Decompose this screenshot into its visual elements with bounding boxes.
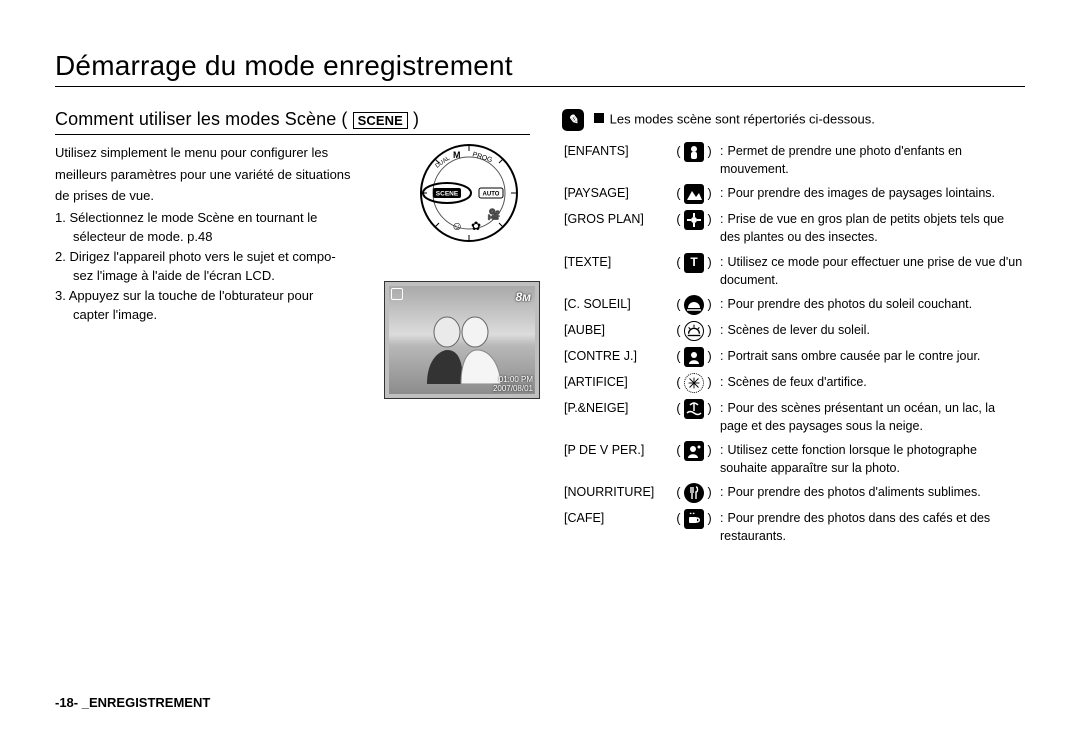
firework-icon	[684, 373, 704, 393]
intro-line-3: de prises de vue.	[55, 186, 355, 206]
scene-mode-label: [TEXTE]	[562, 250, 670, 292]
scene-mode-row: [ARTIFICE] ( ) :Scènes de feux d'artific…	[562, 370, 1025, 396]
scene-mode-description: :Pour prendre des images de paysages loi…	[718, 181, 1025, 207]
scene-mode-label: [PAYSAGE]	[562, 181, 670, 207]
beach-snow-icon	[684, 399, 704, 419]
scene-mode-label: [CONTRE J.]	[562, 344, 670, 370]
scene-mode-description: :Permet de prendre une photo d'enfants e…	[718, 139, 1025, 181]
scene-mode-icon-cell: ( )	[670, 318, 718, 344]
scene-mode-icon-cell: ( T )	[670, 250, 718, 292]
scene-mode-label: [CAFE]	[562, 506, 670, 548]
scene-mode-label: [AUBE]	[562, 318, 670, 344]
lcd-preview-illustration: 8м 01:00 PM 2007/08/01	[384, 281, 540, 399]
subtitle-suffix: )	[408, 109, 419, 129]
scene-mode-icon-cell: ( )	[670, 292, 718, 318]
scene-mode-row: [GROS PLAN] ( ) :Prise de vue en gros pl…	[562, 207, 1025, 249]
document-page: Démarrage du mode enregistrement Comment…	[0, 0, 1080, 746]
landscape-icon	[684, 184, 704, 204]
sunset-icon	[684, 295, 704, 315]
scene-modes-table: [ENFANTS] ( ) :Permet de prendre une pho…	[562, 139, 1025, 549]
scene-mode-row: [PAYSAGE] ( ) :Pour prendre des images d…	[562, 181, 1025, 207]
scene-mode-description: :Scènes de feux d'artifice.	[718, 370, 1025, 396]
content-columns: Comment utiliser les modes Scène ( SCENE…	[55, 109, 1025, 549]
preview-resolution-badge: 8м	[515, 290, 531, 304]
scene-mode-row: [CAFE] ( ) :Pour prendre des photos dans…	[562, 506, 1025, 548]
cafe-icon	[684, 509, 704, 529]
scene-mode-label: [GROS PLAN]	[562, 207, 670, 249]
scene-mode-label: [ARTIFICE]	[562, 370, 670, 396]
intro-line-1: Utilisez simplement le menu pour configu…	[55, 143, 355, 163]
steps-list: 1. Sélectionnez le mode Scène en tournan…	[55, 208, 355, 325]
left-illustrations: M PROG DUAL SCENE AUTO ☺ ✿ 🎥	[404, 135, 534, 250]
scene-mode-description: :Utilisez ce mode pour effectuer une pri…	[718, 250, 1025, 292]
dial-auto-label: AUTO	[483, 191, 500, 197]
scene-mode-label: [NOURRITURE]	[562, 480, 670, 506]
scene-mode-label: [ENFANTS]	[562, 139, 670, 181]
scene-mode-icon-cell: ( )	[670, 480, 718, 506]
step-1: 1. Sélectionnez le mode Scène en tournan…	[55, 208, 355, 247]
subtitle-prefix: Comment utiliser les modes Scène (	[55, 109, 353, 129]
page-title: Démarrage du mode enregistrement	[55, 50, 1025, 87]
step-3: 3. Appuyez sur la touche de l'obturateur…	[55, 286, 355, 325]
macro-icon	[684, 210, 704, 230]
scene-mode-description: :Utilisez cette fonction lorsque le phot…	[718, 438, 1025, 480]
note-icon: ✎	[562, 109, 584, 131]
section-subtitle: Comment utiliser les modes Scène ( SCENE…	[55, 109, 530, 135]
dial-m-label: M	[453, 150, 461, 160]
scene-mode-row: [P DE V PER.] ( ) :Utilisez cette foncti…	[562, 438, 1025, 480]
scene-mode-row: [AUBE] ( ) :Scènes de lever du soleil.	[562, 318, 1025, 344]
scene-mode-label: [C. SOLEIL]	[562, 292, 670, 318]
scene-mode-icon-cell: ( )	[670, 139, 718, 181]
bullet-square-icon	[594, 113, 604, 123]
preview-timestamp: 01:00 PM 2007/08/01	[493, 376, 533, 394]
scene-mode-icon-cell: ( )	[670, 207, 718, 249]
child-icon	[684, 142, 704, 162]
scene-list-header: ✎ Les modes scène sont répertoriés ci-de…	[562, 109, 1025, 131]
page-footer: -18- _ENREGISTREMENT	[55, 695, 210, 710]
scene-mode-icon-cell: ( )	[670, 396, 718, 438]
scene-mode-row: [ENFANTS] ( ) :Permet de prendre une pho…	[562, 139, 1025, 181]
scene-mode-label: [P DE V PER.]	[562, 438, 670, 480]
scene-mode-description: :Pour prendre des photos du soleil couch…	[718, 292, 1025, 318]
scene-mode-row: [P.&NEIGE] ( ) :Pour des scènes présenta…	[562, 396, 1025, 438]
dial-scene-label: SCENE	[436, 190, 459, 197]
food-icon	[684, 483, 704, 503]
scene-mode-description: :Pour prendre des photos d'aliments subl…	[718, 480, 1025, 506]
scene-mode-row: [CONTRE J.] ( ) :Portrait sans ombre cau…	[562, 344, 1025, 370]
scene-mode-description: :Pour des scènes présentant un océan, un…	[718, 396, 1025, 438]
scene-mode-label: [P.&NEIGE]	[562, 396, 670, 438]
text-icon: T	[684, 253, 704, 273]
scene-mode-icon-cell: ( )	[670, 344, 718, 370]
scene-mode-description: :Prise de vue en gros plan de petits obj…	[718, 207, 1025, 249]
intro-line-2: meilleurs paramètres pour une variété de…	[55, 165, 355, 185]
scene-mode-description: :Pour prendre des photos dans des cafés …	[718, 506, 1025, 548]
mode-dial-illustration: M PROG DUAL SCENE AUTO ☺ ✿ 🎥	[404, 135, 534, 250]
scene-mode-row: [C. SOLEIL] ( ) :Pour prendre des photos…	[562, 292, 1025, 318]
left-column: Comment utiliser les modes Scène ( SCENE…	[55, 109, 530, 549]
scene-mode-row: [NOURRITURE] ( ) :Pour prendre des photo…	[562, 480, 1025, 506]
svg-text:🎥: 🎥	[487, 208, 501, 221]
scene-mode-row: [TEXTE] ( T ) :Utilisez ce mode pour eff…	[562, 250, 1025, 292]
scene-badge: SCENE	[353, 112, 408, 129]
step-2: 2. Dirigez l'appareil photo vers le suje…	[55, 247, 355, 286]
backlight-icon	[684, 347, 704, 367]
scene-mode-icon-cell: ( )	[670, 506, 718, 548]
scene-mode-description: :Scènes de lever du soleil.	[718, 318, 1025, 344]
dawn-icon	[684, 321, 704, 341]
scene-mode-icon-cell: ( )	[670, 370, 718, 396]
svg-text:☺: ☺	[451, 219, 463, 233]
self-shot-icon	[684, 441, 704, 461]
svg-text:✿: ✿	[471, 219, 481, 233]
scene-mode-icon-cell: ( )	[670, 438, 718, 480]
scene-mode-description: :Portrait sans ombre causée par le contr…	[718, 344, 1025, 370]
scene-mode-icon-cell: ( )	[670, 181, 718, 207]
right-column: ✎ Les modes scène sont répertoriés ci-de…	[562, 109, 1025, 549]
